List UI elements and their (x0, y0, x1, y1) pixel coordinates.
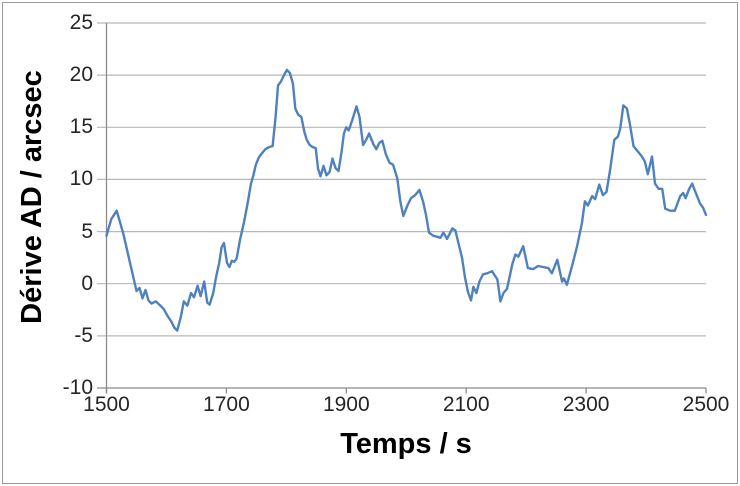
y-tick-label: -5 (74, 323, 93, 347)
data-series-line (105, 68, 708, 332)
x-tick-label: 2300 (562, 393, 610, 416)
y-tick-label: 10 (69, 167, 93, 191)
x-tick-label: 2500 (682, 393, 730, 416)
x-axis-title: Temps / s (340, 428, 472, 460)
x-tick-label: 1900 (322, 393, 370, 416)
x-tick-label: 1500 (83, 393, 130, 416)
y-tick-label: -10 (62, 376, 93, 399)
y-tick-label: 20 (69, 63, 93, 87)
x-tick-label: 1700 (203, 393, 250, 416)
y-tick-label: 15 (69, 115, 93, 139)
y-axis-title: Dérive AD / arcsec (16, 70, 48, 324)
x-tick-label: 2100 (442, 393, 490, 416)
y-tick-label: 25 (69, 11, 93, 34)
y-tick-label: 5 (81, 219, 93, 243)
y-tick-label: 0 (81, 271, 93, 295)
